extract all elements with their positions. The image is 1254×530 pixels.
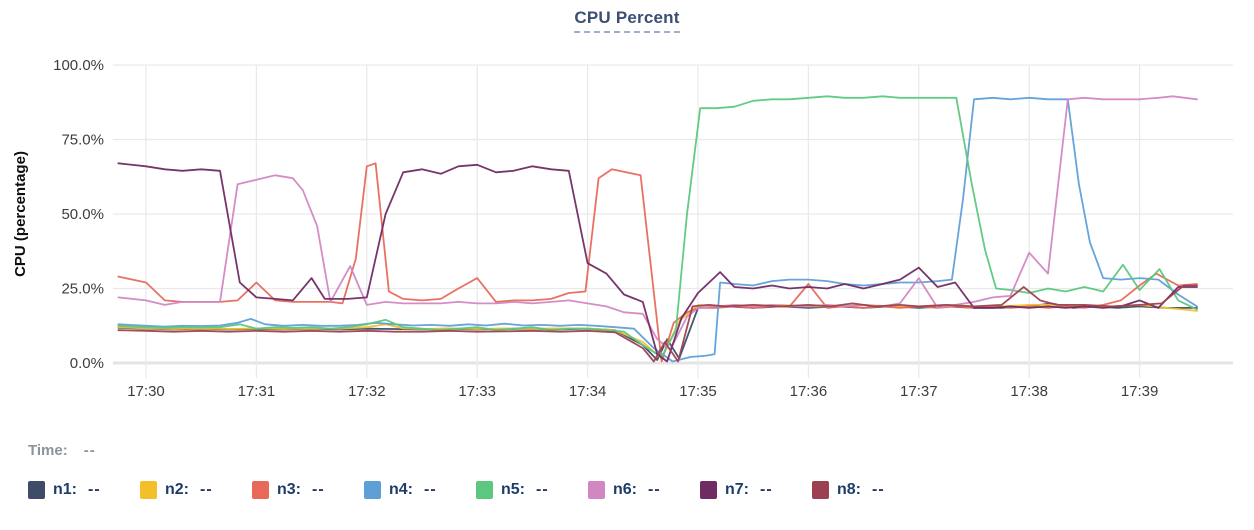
x-tick-label: 17:39 [1121, 383, 1159, 400]
legend-label: n2: [165, 481, 189, 498]
legend-value: -- [872, 481, 885, 498]
legend-swatch-n2 [140, 481, 157, 499]
legend-item-n4[interactable]: n4: -- [364, 481, 476, 499]
x-tick-label: 17:38 [1010, 383, 1048, 400]
legend-label: n7: [725, 481, 749, 498]
legend-item-n8[interactable]: n8: -- [812, 481, 924, 499]
x-tick-label: 17:36 [790, 383, 828, 400]
x-tick-label: 17:33 [458, 383, 496, 400]
legend-label: n5: [501, 481, 525, 498]
legend-swatch-n1 [28, 481, 45, 499]
legend-swatch-n4 [364, 481, 381, 499]
time-value: -- [83, 442, 96, 459]
chart-title-text: CPU Percent [574, 8, 680, 33]
legend-value: -- [424, 481, 437, 498]
legend-label: n8: [837, 481, 861, 498]
legend-swatch-n8 [812, 481, 829, 499]
legend-value: -- [760, 481, 773, 498]
legend-item-n3[interactable]: n3: -- [252, 481, 364, 499]
legend-swatch-n6 [588, 481, 605, 499]
x-tick-label: 17:35 [679, 383, 717, 400]
chart-title: CPU Percent [0, 8, 1254, 33]
legend-value: -- [648, 481, 661, 498]
cpu-percent-chart[interactable]: 0.0% 25.0% 50.0% 75.0% 100.0% 17:30 17:31 17:32… [0, 0, 1254, 420]
series-line-n7 [117, 162, 1198, 363]
legend-swatch-n5 [476, 481, 493, 499]
legend-value: -- [536, 481, 549, 498]
y-tick-label: 100.0% [53, 57, 104, 74]
series-line-n4 [117, 96, 1198, 363]
y-axis-title: CPU (percentage) [12, 151, 29, 277]
legend-value: -- [312, 481, 325, 498]
legend-item-n6[interactable]: n6: -- [588, 481, 700, 499]
legend-label: n1: [53, 481, 77, 498]
x-tick-label: 17:31 [238, 383, 276, 400]
x-tick-label: 17:37 [900, 383, 938, 400]
series-line-n6 [117, 95, 1198, 351]
legend-item-n7[interactable]: n7: -- [700, 481, 812, 499]
legend-label: n4: [389, 481, 413, 498]
y-tick-label: 75.0% [61, 132, 104, 149]
legend-item-n2[interactable]: n2: -- [140, 481, 252, 499]
time-readout: Time: -- [28, 442, 96, 459]
y-tick-label: 0.0% [70, 355, 104, 372]
legend-swatch-n3 [252, 481, 269, 499]
time-label: Time: [28, 442, 68, 459]
x-tick-label: 17:30 [127, 383, 165, 400]
legend-value: -- [200, 481, 213, 498]
legend-value: -- [88, 481, 101, 498]
y-tick-label: 50.0% [61, 206, 104, 223]
legend-item-n5[interactable]: n5: -- [476, 481, 588, 499]
y-tick-label: 25.0% [61, 281, 104, 298]
legend-swatch-n7 [700, 481, 717, 499]
series-line-n5 [117, 95, 1198, 358]
series-legend: n1: -- n2: -- n3: -- n4: -- n5: -- n6: -- n7: -- n8: -- [28, 481, 924, 499]
legend-label: n3: [277, 481, 301, 498]
x-tick-label: 17:34 [569, 383, 607, 400]
legend-item-n1[interactable]: n1: -- [28, 481, 140, 499]
x-tick-label: 17:32 [348, 383, 386, 400]
legend-label: n6: [613, 481, 637, 498]
series-line-n8 [117, 284, 1198, 363]
